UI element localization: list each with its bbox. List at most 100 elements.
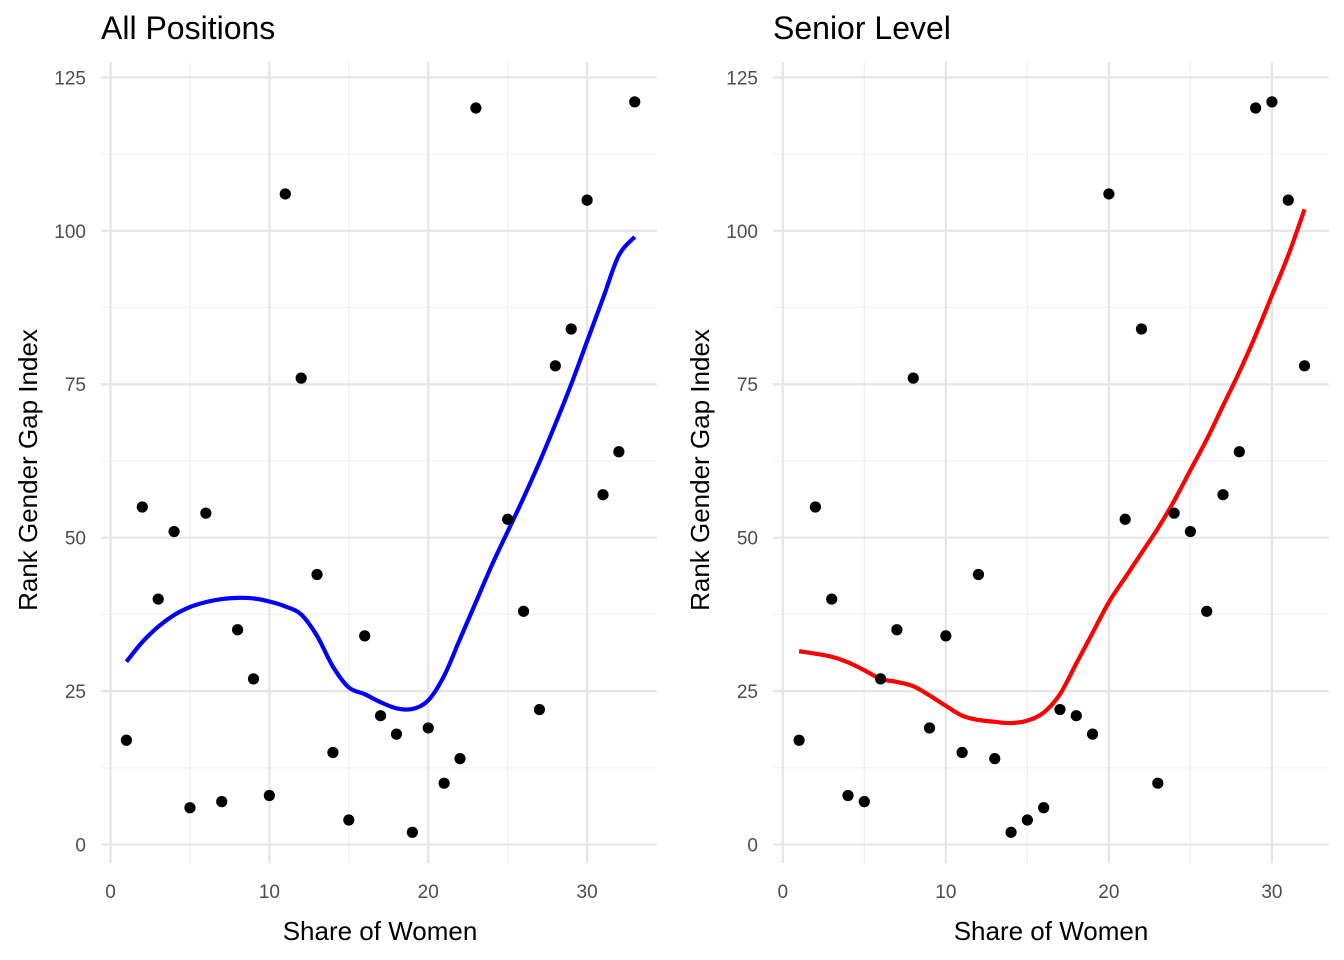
data-point <box>263 789 275 802</box>
y-tick-label: 50 <box>737 529 758 550</box>
data-point <box>168 525 180 538</box>
data-point <box>343 814 355 826</box>
panel-all-positions: All Positions Share of Women Rank Gender… <box>13 10 657 946</box>
data-point <box>1103 188 1115 200</box>
data-point <box>470 102 482 114</box>
grid <box>101 62 657 863</box>
data-point <box>875 673 887 685</box>
smooth-line <box>798 208 1307 726</box>
x-tick-label: 0 <box>777 882 788 903</box>
data-point <box>907 372 919 384</box>
y-tick-label: 100 <box>726 222 758 243</box>
x-tick-label: 30 <box>1261 882 1282 903</box>
data-point <box>581 194 593 206</box>
data-point <box>549 360 561 372</box>
data-point <box>793 734 805 746</box>
data-point <box>279 188 291 200</box>
data-point <box>422 722 434 734</box>
data-point <box>1086 728 1099 740</box>
data-point <box>597 489 609 501</box>
data-point <box>454 753 466 765</box>
x-tick-label: 10 <box>935 882 956 903</box>
data-point <box>1266 96 1278 108</box>
smooth-layer <box>124 235 637 712</box>
data-point <box>374 710 387 722</box>
y-tick-label: 50 <box>65 529 86 550</box>
data-point <box>858 796 870 808</box>
data-point <box>200 507 212 519</box>
panel-title: Senior Level <box>773 10 951 46</box>
data-point <box>1201 605 1213 617</box>
data-point <box>216 796 228 808</box>
x-axis-label: Share of Women <box>954 916 1149 946</box>
y-tick-label: 125 <box>726 68 758 89</box>
data-point <box>232 624 244 636</box>
data-point <box>972 568 985 581</box>
data-point <box>359 630 371 642</box>
data-point <box>311 568 323 581</box>
data-point <box>826 593 838 605</box>
tick-labels: 0 10 20 30 0 25 50 75 100 125 <box>54 68 597 903</box>
x-tick-label: 20 <box>1098 882 1119 903</box>
data-point <box>1038 802 1050 814</box>
data-point <box>406 826 418 838</box>
data-point <box>1233 446 1245 458</box>
x-axis-label: Share of Women <box>283 916 478 946</box>
data-point <box>533 703 546 716</box>
data-point <box>136 501 148 513</box>
data-point <box>120 734 133 746</box>
y-tick-label: 75 <box>737 375 758 396</box>
y-axis-label: Rank Gender Gap Index <box>13 329 43 611</box>
x-tick-label: 30 <box>577 882 598 903</box>
y-tick-label: 100 <box>54 222 86 243</box>
data-point <box>247 673 260 685</box>
x-tick-label: 20 <box>418 882 439 903</box>
grid <box>773 62 1329 863</box>
data-point <box>629 96 641 108</box>
panel-title: All Positions <box>101 10 275 46</box>
x-tick-label: 0 <box>105 882 116 903</box>
data-point <box>1005 826 1017 838</box>
data-point <box>1184 525 1197 538</box>
data-point <box>940 630 952 642</box>
data-point <box>565 323 577 335</box>
y-tick-label: 25 <box>65 682 86 703</box>
data-point <box>1135 323 1148 335</box>
points-layer <box>793 96 1311 838</box>
data-point <box>517 605 530 617</box>
data-point <box>1282 194 1294 206</box>
y-axis-label: Rank Gender Gap Index <box>685 329 715 611</box>
data-point <box>184 802 196 814</box>
data-point <box>1250 102 1262 114</box>
data-point <box>1298 360 1311 372</box>
data-point <box>502 513 514 525</box>
data-point <box>1152 777 1164 789</box>
x-tick-label: 10 <box>259 882 280 903</box>
panel-senior-level: Senior Level Share of Women Rank Gender … <box>685 10 1329 946</box>
data-point <box>152 593 164 605</box>
data-point <box>295 372 307 384</box>
data-point <box>1119 513 1131 525</box>
data-point <box>989 753 1001 765</box>
data-point <box>891 624 903 636</box>
y-tick-label: 75 <box>65 375 86 396</box>
y-tick-label: 25 <box>737 682 758 703</box>
y-tick-label: 125 <box>54 68 86 89</box>
smooth-layer <box>798 208 1307 726</box>
data-point <box>1021 814 1033 826</box>
data-point <box>1070 710 1082 722</box>
data-point <box>842 789 854 802</box>
data-point <box>438 777 450 789</box>
data-point <box>809 501 821 513</box>
y-tick-label: 0 <box>75 836 86 857</box>
data-point <box>1217 489 1229 501</box>
smooth-line <box>124 235 637 712</box>
data-point <box>327 746 339 759</box>
tick-labels: 0 10 20 30 0 25 50 75 100 125 <box>726 68 1282 903</box>
data-point <box>390 728 403 740</box>
data-point <box>923 722 936 734</box>
data-point <box>1054 703 1066 716</box>
points-layer <box>120 96 641 838</box>
